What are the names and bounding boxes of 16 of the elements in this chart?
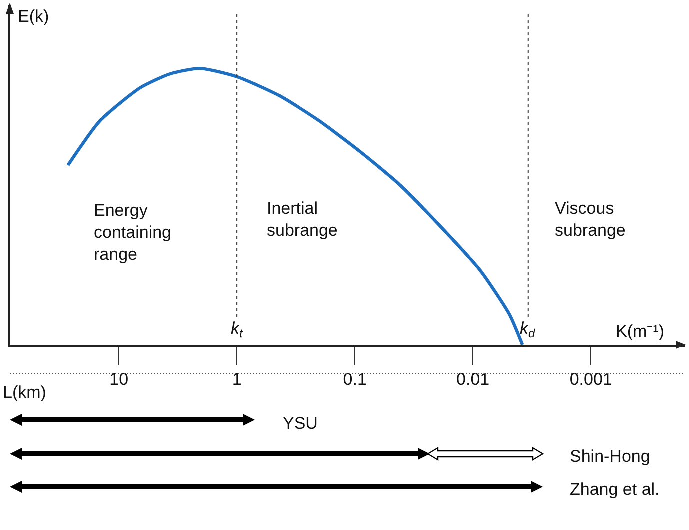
x-tick-label: 0.01 (456, 370, 490, 390)
text: YSU (283, 414, 318, 433)
annotation: Energy containing range (94, 201, 172, 264)
text: Zhang et al. (570, 480, 660, 499)
x-tick-label: 0.001 (570, 370, 612, 390)
y-axis-title: E(k) (18, 7, 50, 26)
ref-line-label: k$_{d}$ (520, 319, 536, 341)
x-tick-label: 1 (232, 370, 242, 390)
annotation: K(m⁻¹) (616, 322, 664, 341)
x-axis-title: L(km) (3, 383, 46, 402)
x-tick-label: 0.1 (343, 370, 367, 390)
x-tick-label: 10 (110, 370, 129, 390)
ref-line-label: k$_{t}$ (231, 319, 244, 341)
annotation: Inertial subrange (267, 199, 338, 240)
text: Shin-Hong (570, 447, 650, 466)
annotation: Viscous subrange (555, 199, 626, 240)
